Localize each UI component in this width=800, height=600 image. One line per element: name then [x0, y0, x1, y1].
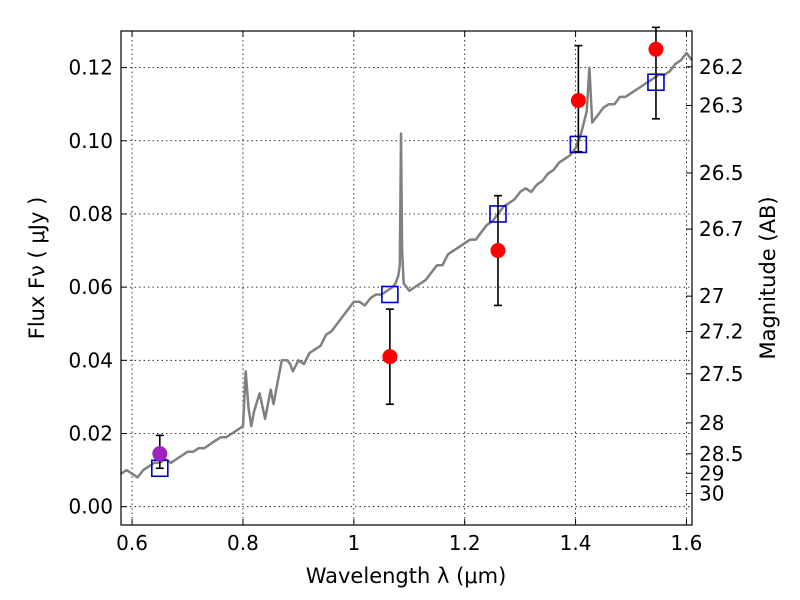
mag-tick-label: 27.2 — [699, 320, 744, 344]
x-tick-label: 1 — [347, 531, 360, 555]
mag-tick-label: 29 — [699, 461, 724, 485]
tick-layer: 0.6 0.8 1 1.2 1.4 1.6 0.00 0.02 0.04 0.06 0.08 0.10… — [68, 31, 744, 555]
y-tick-label: 0.08 — [68, 202, 113, 226]
observed-point-marker — [648, 41, 664, 57]
y-tick-label: 0.00 — [68, 495, 113, 519]
y-tick-label: 0.10 — [68, 129, 113, 153]
plot-frame — [120, 30, 693, 526]
right-axis-title: Magnitude (AB) — [756, 196, 780, 359]
spectrum-layer — [120, 51, 693, 479]
mag-tick-label: 28 — [699, 411, 724, 435]
observed-point-marker — [490, 243, 506, 259]
x-tick-label: 1.4 — [560, 531, 592, 555]
marker-layer — [151, 26, 665, 478]
observed-point-marker — [570, 93, 586, 109]
mag-tick-label: 26.2 — [699, 55, 744, 79]
x-tick-label: 0.6 — [116, 531, 148, 555]
mag-tick-label: 26.7 — [699, 217, 744, 241]
y-tick-label: 0.04 — [68, 348, 113, 372]
x-tick-label: 1.6 — [671, 531, 703, 555]
mag-tick-label: 27 — [699, 284, 724, 308]
x-axis-title: Wavelength λ (μm) — [306, 564, 507, 588]
mag-tick-label: 26.3 — [699, 93, 744, 117]
spectrum-line — [120, 51, 693, 479]
grid-lines — [121, 31, 692, 525]
x-tick-label: 0.8 — [227, 531, 259, 555]
mag-tick-label: 30 — [699, 481, 724, 505]
y-tick-label: 0.02 — [68, 422, 113, 446]
y-axis-title: Flux Fν ( μJy ) — [25, 197, 49, 340]
x-tick-label: 1.2 — [449, 531, 481, 555]
mag-tick-label: 27.5 — [699, 362, 744, 386]
mag-tick-label: 26.5 — [699, 161, 744, 185]
observed-point-marker — [152, 446, 168, 462]
observed-point-marker — [382, 349, 398, 365]
y-tick-label: 0.06 — [68, 275, 113, 299]
mag-tick-label: 28.5 — [699, 442, 744, 466]
y-tick-label: 0.12 — [68, 56, 113, 80]
model-square-marker — [381, 285, 399, 304]
